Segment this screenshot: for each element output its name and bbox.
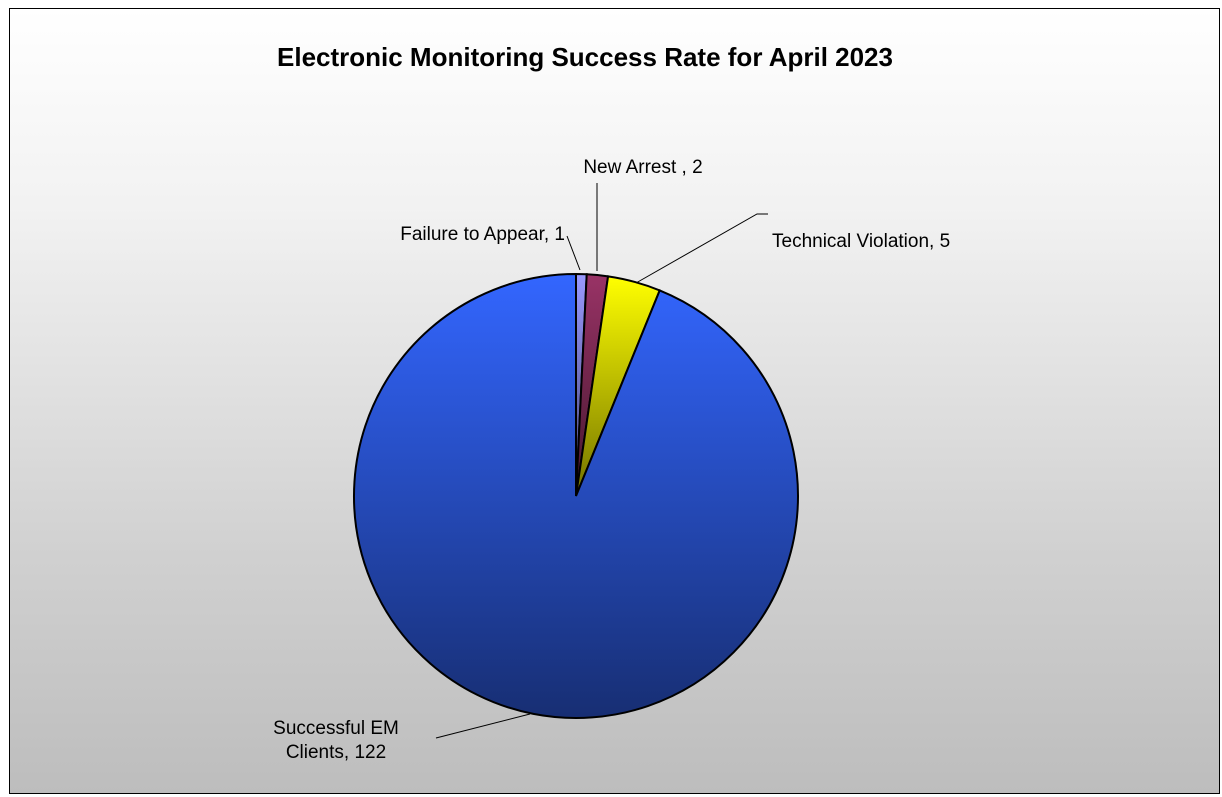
data-label-successful-em-clients-line-2: Clients, 122 <box>286 742 386 763</box>
data-label-successful-em-clients-line-1: Successful EM <box>273 718 399 739</box>
data-label-new-arrest: New Arrest , 2 <box>583 157 702 178</box>
data-label-failure-to-appear: Failure to Appear, 1 <box>400 224 565 245</box>
chart-title: Electronic Monitoring Success Rate for A… <box>277 42 893 72</box>
slice-successful-em-clients <box>353 272 799 719</box>
data-label-technical-violation: Technical Violation, 5 <box>772 231 950 252</box>
leader-line-failure-to-appear <box>566 235 581 271</box>
pie-slices <box>353 272 799 719</box>
leader-lines <box>435 183 768 739</box>
slice-labels: Failure to Appear, 1 New Arrest , 2 Techni… <box>273 157 950 763</box>
leader-line-technical-violation <box>635 213 768 284</box>
leader-line-successful-em-clients <box>435 713 531 739</box>
